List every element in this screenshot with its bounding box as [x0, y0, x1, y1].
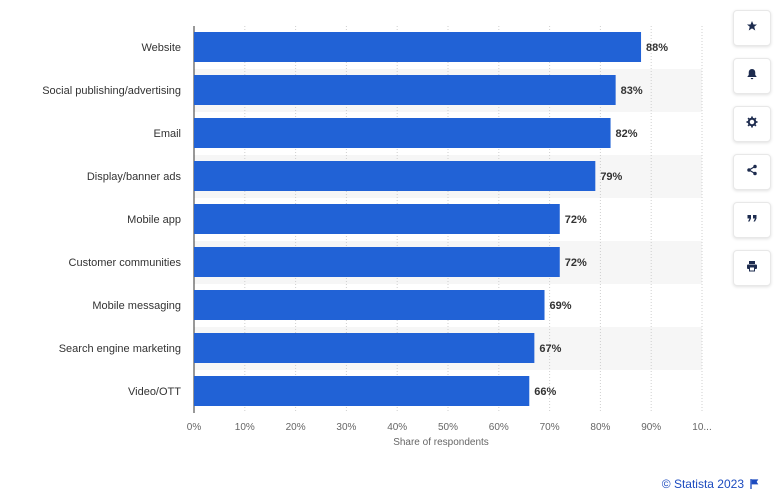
category-label: Email — [153, 128, 181, 140]
category-label: Mobile app — [127, 214, 181, 226]
data-label: 82% — [616, 128, 638, 140]
bar — [194, 333, 535, 363]
category-label: Mobile messaging — [92, 300, 181, 312]
x-tick-label: 30% — [336, 422, 356, 433]
x-tick-label: 90% — [641, 422, 661, 433]
bar — [194, 75, 616, 105]
x-tick-label: 0% — [187, 422, 202, 433]
data-label: 72% — [565, 257, 587, 269]
x-tick-label: 10% — [235, 422, 255, 433]
data-label: 72% — [565, 214, 587, 226]
data-label: 88% — [646, 42, 668, 54]
data-label: 83% — [621, 85, 643, 97]
bar — [194, 376, 530, 406]
data-label: 69% — [550, 300, 572, 312]
print-icon — [746, 259, 758, 277]
x-tick-label: 50% — [438, 422, 458, 433]
bar — [194, 32, 642, 62]
flag-icon[interactable] — [750, 479, 759, 489]
data-label: 67% — [539, 343, 561, 355]
bar — [194, 290, 545, 320]
bar — [194, 161, 596, 191]
bar — [194, 118, 611, 148]
bell-icon — [746, 67, 758, 85]
chart-toolbar — [733, 10, 771, 298]
x-tick-label: 40% — [387, 422, 407, 433]
settings-button[interactable] — [733, 106, 771, 142]
bar — [194, 204, 560, 234]
gear-icon — [746, 115, 758, 133]
category-label: Social publishing/advertising — [42, 85, 181, 97]
cite-button[interactable] — [733, 202, 771, 238]
x-axis-title: Share of respondents — [393, 437, 489, 448]
x-tick-label: 10... — [692, 422, 711, 433]
category-label: Display/banner ads — [87, 171, 182, 183]
x-tick-label: 20% — [286, 422, 306, 433]
data-label: 79% — [600, 171, 622, 183]
category-label: Website — [141, 42, 181, 54]
bar — [194, 247, 560, 277]
notification-button[interactable] — [733, 58, 771, 94]
quote-icon — [746, 211, 758, 229]
share-icon — [746, 163, 758, 181]
category-label: Customer communities — [69, 257, 182, 269]
x-tick-label: 70% — [540, 422, 560, 433]
category-label: Video/OTT — [128, 386, 181, 398]
print-button[interactable] — [733, 250, 771, 286]
star-icon — [746, 19, 758, 37]
category-label: Search engine marketing — [59, 343, 181, 355]
statista-credit[interactable]: © Statista 2023 — [662, 477, 759, 491]
credit-text[interactable]: © Statista 2023 — [661, 477, 744, 491]
favorite-button[interactable] — [733, 10, 771, 46]
share-button[interactable] — [733, 154, 771, 190]
x-tick-label: 80% — [590, 422, 610, 433]
x-tick-label: 60% — [489, 422, 509, 433]
data-label: 66% — [534, 386, 556, 398]
